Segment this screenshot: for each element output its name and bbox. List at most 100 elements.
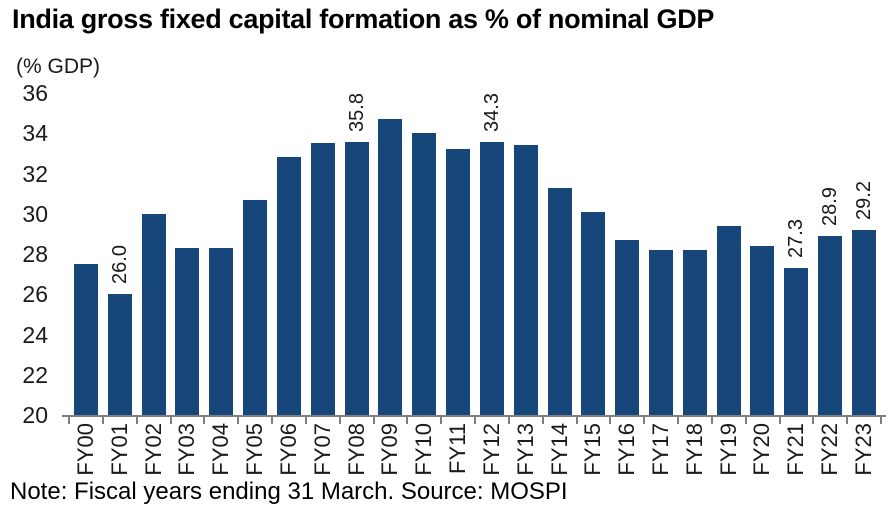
- x-label-cell-fy17: FY17: [644, 423, 678, 481]
- bar-cell-fy16: [610, 93, 644, 415]
- y-tick-label: 30: [22, 200, 48, 227]
- x-tick-label-fy20: FY20: [749, 423, 775, 476]
- bar-cell-fy23: 29.2: [847, 93, 881, 415]
- x-tick-label-fy12: FY12: [478, 423, 504, 476]
- bar-cell-fy18: [678, 93, 712, 415]
- x-label-cell-fy07: FY07: [306, 423, 340, 481]
- x-tick-label-fy23: FY23: [850, 423, 876, 476]
- bar-cell-fy12: 34.3: [475, 93, 509, 415]
- bar-fy11: [446, 149, 471, 415]
- bar-fy03: [175, 247, 200, 415]
- bar-fy02: [141, 213, 166, 415]
- x-tick-label-fy06: FY06: [275, 423, 301, 476]
- x-axis-tick: [338, 417, 341, 424]
- x-label-cell-fy23: FY23: [847, 423, 881, 481]
- x-axis-tick: [643, 417, 646, 424]
- x-tick-label-fy19: FY19: [715, 423, 741, 476]
- bar-fy17: [648, 249, 673, 415]
- x-axis-tick: [710, 417, 713, 424]
- x-label-cell-fy14: FY14: [543, 423, 577, 481]
- bar-cell-fy05: [238, 93, 272, 415]
- x-label-cell-fy03: FY03: [170, 423, 204, 481]
- x-axis-tick: [271, 417, 273, 424]
- x-label-cell-fy06: FY06: [272, 423, 306, 481]
- x-axis-tick: [440, 417, 443, 424]
- bar-value-label-fy22: 28.9: [819, 186, 842, 226]
- x-axis-tick: [237, 417, 240, 424]
- x-tick-label-fy13: FY13: [512, 423, 538, 476]
- x-axis-tick: [880, 417, 882, 424]
- bar-cell-fy17: [644, 93, 678, 415]
- x-label-cell-fy18: FY18: [678, 423, 712, 481]
- x-axis-tick: [575, 417, 578, 424]
- bar-value-label-fy01: 26.0: [108, 245, 131, 285]
- bar-value-label-fy21: 27.3: [785, 219, 808, 259]
- bar-cell-fy02: [137, 93, 171, 415]
- bar-cell-fy09: [373, 93, 407, 415]
- bar-fy23: [851, 229, 876, 415]
- x-axis-line: [62, 415, 886, 417]
- x-tick-label-fy15: FY15: [580, 423, 606, 476]
- bar-cell-fy08: 35.8: [340, 93, 374, 415]
- bar-fy04: [209, 247, 234, 415]
- bar-fy15: [581, 211, 606, 415]
- y-tick-label: 24: [22, 321, 48, 348]
- x-axis-tick: [541, 417, 544, 424]
- y-tick-label: 20: [22, 402, 48, 428]
- x-axis-tick: [406, 417, 409, 424]
- x-label-cell-fy15: FY15: [576, 423, 610, 481]
- bar-fy12: [479, 141, 504, 415]
- x-tick-label-fy18: FY18: [681, 423, 707, 476]
- x-tick-label-fy11: FY11: [445, 423, 471, 474]
- bar-fy01: [107, 294, 132, 415]
- x-tick-label-fy05: FY05: [242, 423, 268, 476]
- bar-fy13: [513, 145, 538, 415]
- bar-fy10: [412, 133, 437, 415]
- x-label-cell-fy22: FY22: [813, 423, 847, 481]
- bar-cell-fy15: [576, 93, 610, 415]
- x-axis-tick: [203, 417, 206, 424]
- bar-fy16: [615, 239, 640, 415]
- x-label-cell-fy05: FY05: [238, 423, 272, 481]
- bar-cell-fy22: 28.9: [813, 93, 847, 415]
- x-label-cell-fy12: FY12: [475, 423, 509, 481]
- x-axis-tick: [507, 417, 510, 424]
- bar-fy06: [276, 157, 301, 415]
- bar-fy19: [716, 225, 741, 415]
- bar-cell-fy00: [69, 93, 103, 415]
- x-tick-label-fy08: FY08: [343, 423, 369, 476]
- x-axis-tick: [474, 417, 476, 424]
- bar-cell-fy13: [509, 93, 543, 415]
- bar-fy22: [818, 235, 843, 415]
- x-label-cell-fy16: FY16: [610, 423, 644, 481]
- x-label-cell-fy19: FY19: [712, 423, 746, 481]
- x-label-cell-fy00: FY00: [69, 423, 103, 481]
- x-tick-label-fy09: FY09: [377, 423, 403, 476]
- bar-cell-fy07: [306, 93, 340, 415]
- x-axis-tick: [169, 417, 172, 424]
- bar-cell-fy01: 26.0: [103, 93, 137, 415]
- x-axis-tick: [135, 417, 138, 424]
- x-axis-tick: [677, 417, 679, 424]
- x-tick-label-fy17: FY17: [647, 423, 673, 476]
- bar-cell-fy10: [407, 93, 441, 415]
- bar-fy07: [310, 143, 335, 415]
- bar-fy05: [243, 199, 268, 415]
- x-label-cell-fy21: FY21: [779, 423, 813, 481]
- x-axis-tick: [778, 417, 781, 424]
- bar-cell-fy03: [170, 93, 204, 415]
- x-tick-label-fy22: FY22: [817, 423, 843, 476]
- x-tick-label-fy07: FY07: [309, 423, 335, 476]
- x-axis-tick: [846, 417, 849, 424]
- bar-fy00: [73, 264, 98, 415]
- bar-value-label-fy23: 29.2: [852, 180, 875, 220]
- x-label-cell-fy09: FY09: [373, 423, 407, 481]
- bar-fy08: [344, 141, 369, 415]
- x-axis-tick: [372, 417, 375, 424]
- y-tick-label: 22: [22, 361, 48, 388]
- bar-cell-fy06: [272, 93, 306, 415]
- bar-cell-fy21: 27.3: [779, 93, 813, 415]
- y-tick-label: 36: [22, 80, 48, 106]
- x-tick-label-fy10: FY10: [411, 423, 437, 476]
